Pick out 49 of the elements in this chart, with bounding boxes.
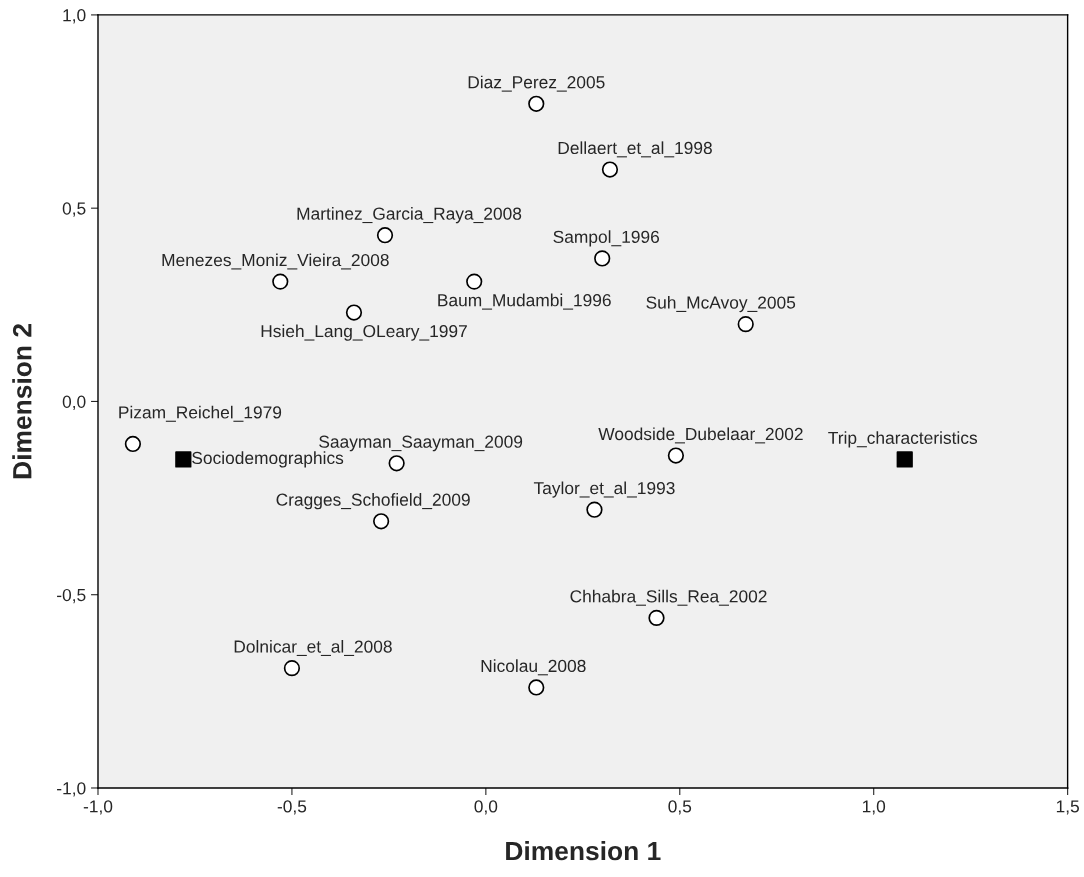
point [272, 273, 289, 290]
annotation: Menezes_Moniz_Vieira_2008 [162, 253, 389, 270]
annotation: Cragges_Schofield_2009 [276, 493, 470, 510]
x-tick-label: 1,5 [1056, 800, 1079, 815]
y-tick-label: 0,0 [62, 395, 86, 410]
point [124, 435, 142, 453]
point [528, 679, 545, 696]
annotation: Pizam_Reichel_1979 [119, 405, 282, 422]
annotation: Saayman_Saayman_2009 [319, 435, 523, 452]
y-tick-label: 0,5 [62, 202, 86, 217]
annotation: Trip_characteristics [828, 431, 978, 448]
annotation: Dolnicar_et_al_2008 [234, 639, 392, 657]
annotation: Sampol_1996 [553, 230, 660, 247]
point [648, 609, 665, 627]
annotation: Diaz_Perez_2005 [468, 75, 605, 92]
point [667, 447, 685, 464]
annotation: Woodside_Dubelaar_2002 [598, 427, 803, 444]
annotation: Baum_Mudambi_1996 [438, 293, 611, 310]
x-tick-label: -1,0 [83, 800, 113, 815]
y-tick-label: -0,5 [57, 588, 86, 604]
point [388, 455, 405, 472]
point [586, 501, 603, 518]
annotation: Chhabra_Sills_Rea_2002 [570, 589, 767, 606]
point [466, 273, 483, 290]
annotation: Martinez_Garcia_Raya_2008 [297, 207, 522, 224]
point [175, 451, 192, 468]
annotation: Suh_McAvoy_2005 [646, 295, 796, 313]
point [345, 304, 363, 321]
point [601, 161, 619, 178]
point [373, 513, 390, 530]
y-axis-title: Dimension 2 [12, 324, 32, 479]
point [594, 250, 611, 267]
x-tick-label: 0,0 [474, 800, 498, 815]
annotation: Hsieh_Lang_OLeary_1997 [261, 324, 467, 341]
point [737, 316, 754, 333]
point [376, 227, 394, 244]
x-axis-title: Dimension 1 [506, 840, 661, 861]
point [896, 451, 913, 468]
annotation: Sociodemographics [192, 451, 344, 468]
y-tick-label: 1,0 [63, 9, 86, 24]
annotation: Taylor_et_al_1993 [533, 481, 675, 498]
x-tick-label: -0,5 [277, 800, 307, 815]
x-tick-label: 1,0 [862, 800, 886, 815]
y-tick-label: -1,0 [57, 782, 86, 797]
x-tick-label: 0,5 [668, 800, 692, 815]
annotation: Dellaert_et_al_1998 [558, 141, 712, 158]
point [283, 660, 301, 677]
annotation: Nicolau_2008 [481, 659, 586, 676]
point [528, 95, 545, 112]
